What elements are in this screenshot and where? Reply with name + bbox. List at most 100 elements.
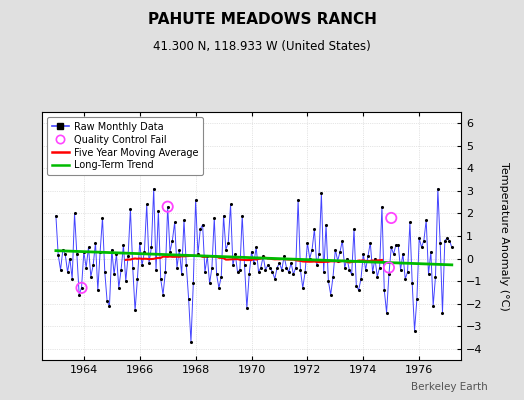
Point xyxy=(215,285,223,291)
Point xyxy=(259,253,267,260)
Point xyxy=(126,206,135,212)
Point xyxy=(166,248,174,255)
Point xyxy=(212,271,221,278)
Legend: Raw Monthly Data, Quality Control Fail, Five Year Moving Average, Long-Term Tren: Raw Monthly Data, Quality Control Fail, … xyxy=(47,117,203,175)
Point xyxy=(187,339,195,345)
Point xyxy=(352,282,361,289)
Point xyxy=(238,212,246,219)
Point xyxy=(336,248,344,255)
Point xyxy=(180,217,188,224)
Point xyxy=(82,264,90,271)
Point xyxy=(86,273,95,280)
Point xyxy=(264,262,272,268)
Point xyxy=(291,264,300,271)
Point xyxy=(236,267,244,273)
Point xyxy=(312,262,321,268)
Point xyxy=(401,276,409,282)
Point xyxy=(161,269,170,275)
Point xyxy=(396,267,405,273)
Point xyxy=(112,251,121,257)
Point xyxy=(296,267,304,273)
Point xyxy=(184,296,193,302)
Point xyxy=(194,251,202,257)
Point xyxy=(287,260,296,266)
Point xyxy=(315,251,323,257)
Point xyxy=(257,264,265,271)
Point xyxy=(217,273,225,280)
Point xyxy=(128,264,137,271)
Point xyxy=(105,303,114,309)
Point xyxy=(320,269,328,275)
Point xyxy=(385,271,393,278)
Point xyxy=(170,219,179,226)
Point xyxy=(413,296,421,302)
Point xyxy=(294,197,302,203)
Point xyxy=(278,267,286,273)
Point xyxy=(415,235,423,242)
Point xyxy=(245,271,254,278)
Point xyxy=(131,307,139,314)
Point xyxy=(99,215,107,221)
Point xyxy=(163,204,172,210)
Point xyxy=(408,280,417,286)
Point xyxy=(254,269,263,275)
Point xyxy=(331,246,340,253)
Point xyxy=(78,285,86,291)
Point xyxy=(403,269,412,275)
Point xyxy=(270,276,279,282)
Point xyxy=(424,271,433,278)
Point xyxy=(84,244,93,250)
Point xyxy=(136,240,144,246)
Point xyxy=(333,258,342,264)
Point xyxy=(80,248,88,255)
Point xyxy=(89,262,97,268)
Point xyxy=(317,190,325,196)
Point xyxy=(368,269,377,275)
Point xyxy=(94,287,102,293)
Point xyxy=(436,240,444,246)
Point xyxy=(371,255,379,262)
Point xyxy=(189,280,198,286)
Point xyxy=(387,244,396,250)
Point xyxy=(233,269,242,275)
Point xyxy=(366,240,375,246)
Point xyxy=(406,219,414,226)
Point xyxy=(266,264,275,271)
Point xyxy=(63,269,72,275)
Point xyxy=(303,240,312,246)
Point xyxy=(107,246,116,253)
Point xyxy=(329,273,337,280)
Point xyxy=(140,248,149,255)
Point xyxy=(280,253,288,260)
Point xyxy=(247,248,256,255)
Point xyxy=(261,267,270,273)
Point xyxy=(445,237,454,244)
Point xyxy=(434,186,442,192)
Point xyxy=(75,292,83,298)
Point xyxy=(70,210,79,217)
Point xyxy=(362,267,370,273)
Text: PAHUTE MEADOWS RANCH: PAHUTE MEADOWS RANCH xyxy=(148,12,376,27)
Point xyxy=(357,276,365,282)
Point xyxy=(438,310,446,316)
Point xyxy=(91,240,100,246)
Point xyxy=(308,246,316,253)
Point xyxy=(289,271,298,278)
Point xyxy=(110,271,118,278)
Point xyxy=(322,222,330,228)
Point xyxy=(59,246,67,253)
Point xyxy=(175,246,183,253)
Point xyxy=(138,262,146,268)
Point xyxy=(103,298,111,304)
Point xyxy=(431,273,440,280)
Point xyxy=(268,269,277,275)
Point xyxy=(447,244,456,250)
Point xyxy=(57,267,65,273)
Point xyxy=(147,244,156,250)
Point xyxy=(389,251,398,257)
Point xyxy=(143,201,151,208)
Point xyxy=(203,253,212,260)
Point xyxy=(380,287,388,293)
Point xyxy=(208,264,216,271)
Point xyxy=(196,226,204,232)
